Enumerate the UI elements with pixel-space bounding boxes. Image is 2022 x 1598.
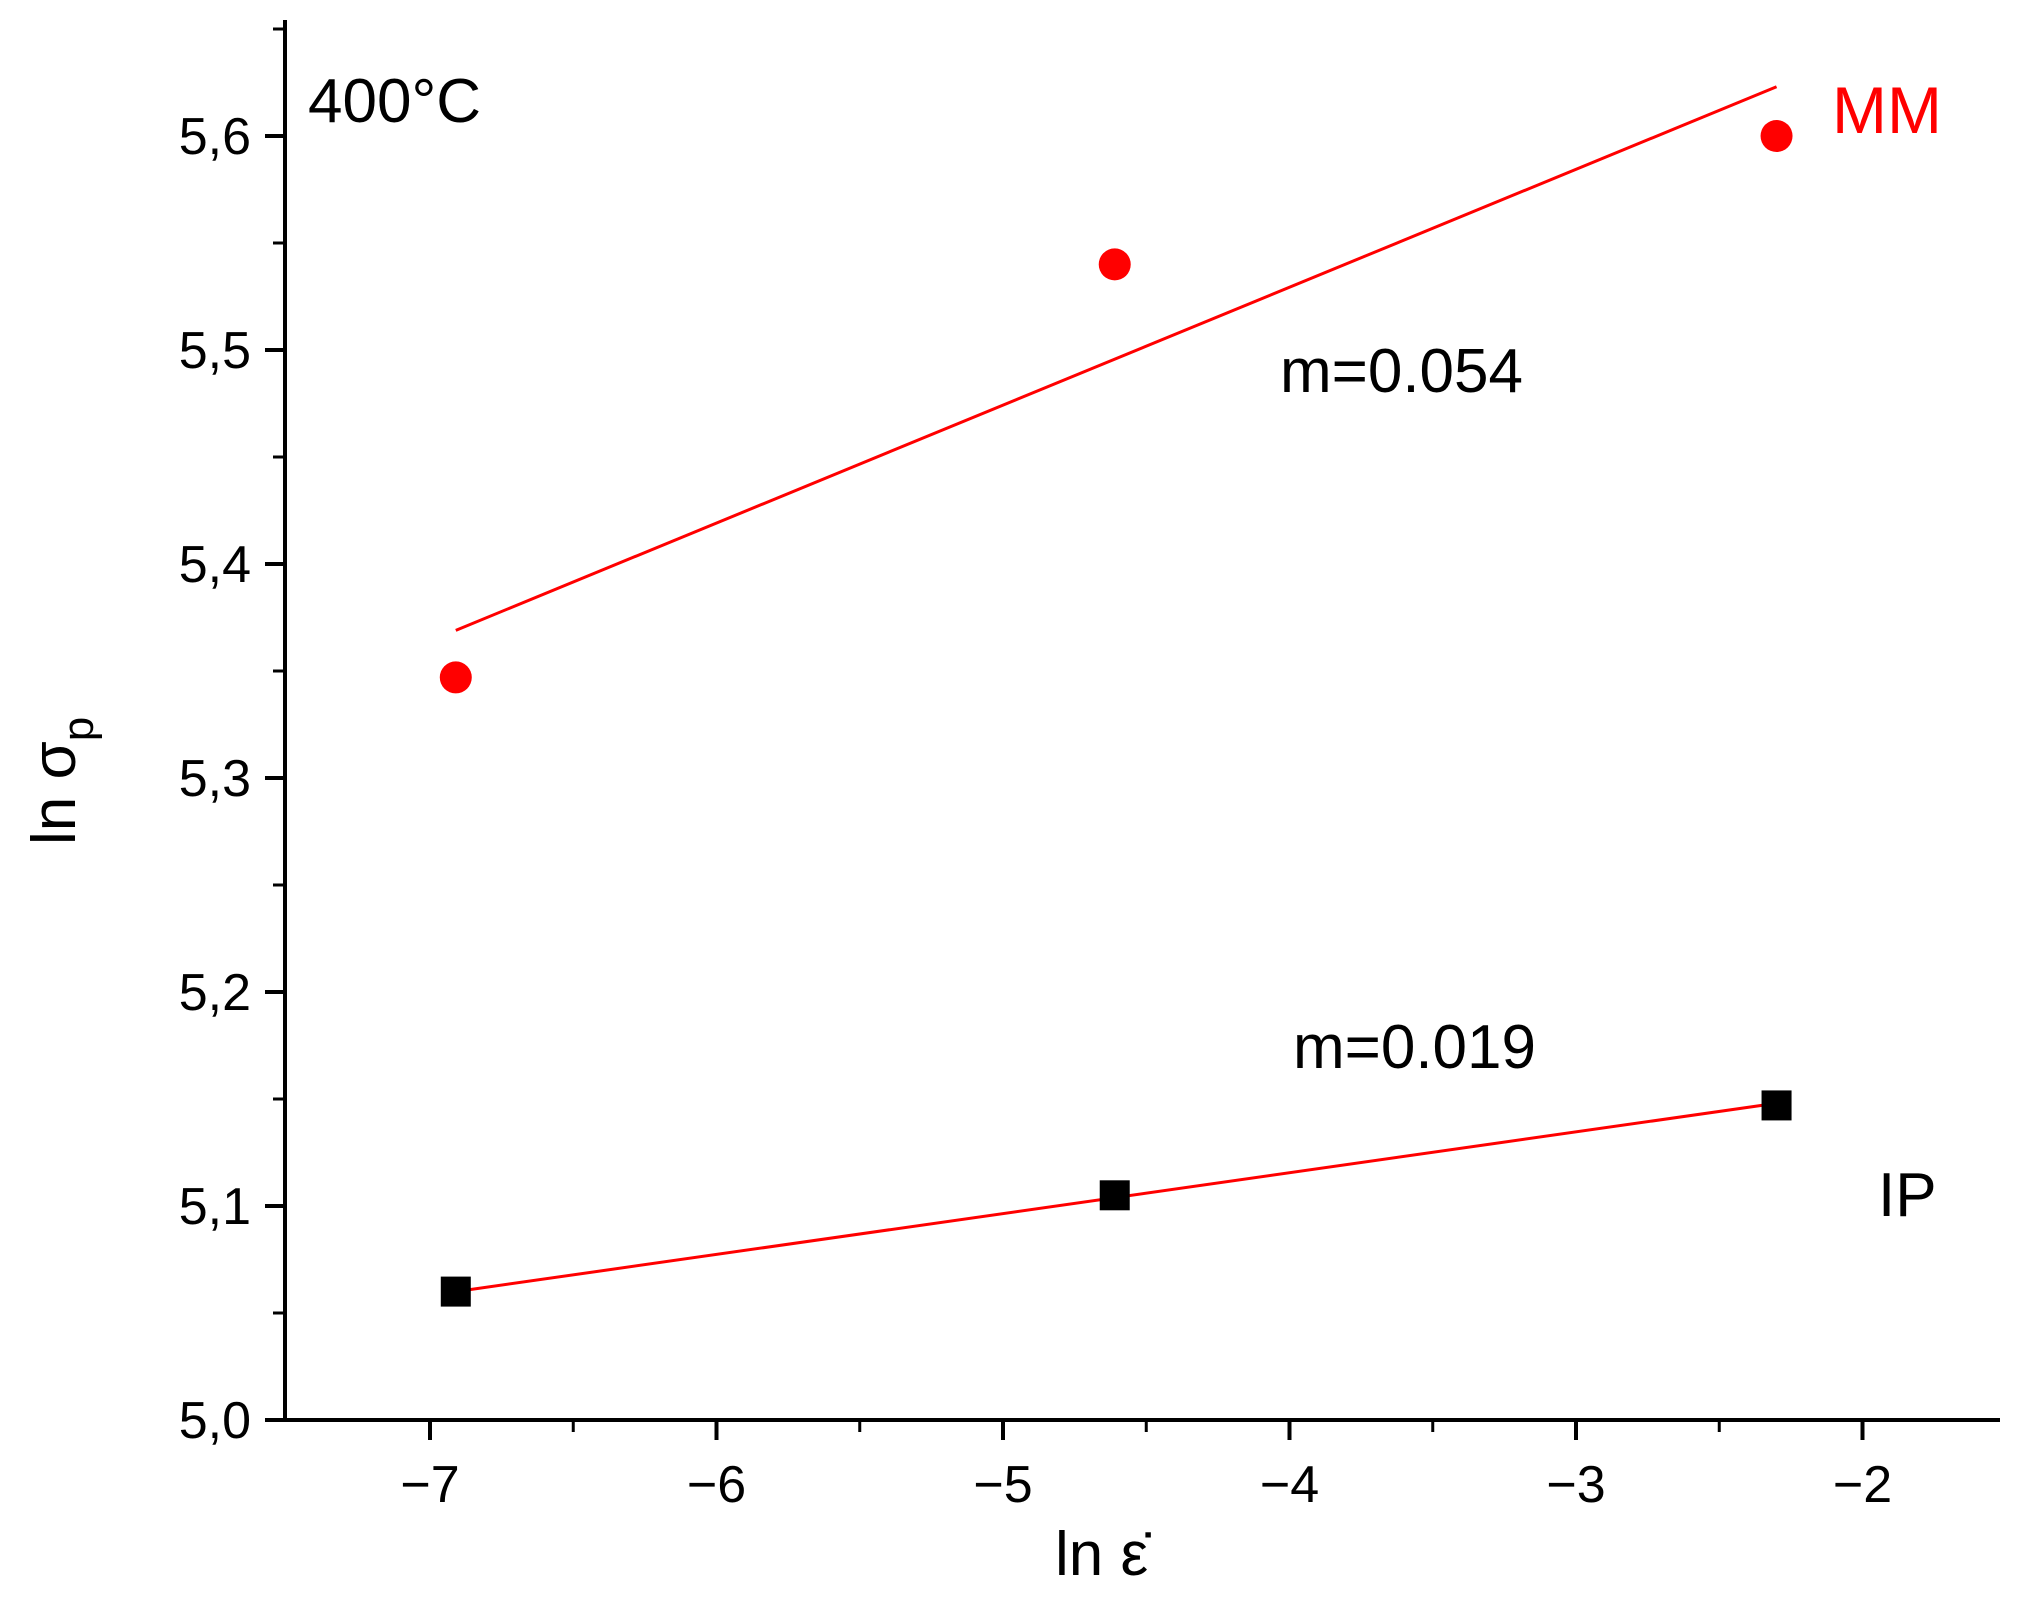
y-tick-label: 5,5 (179, 322, 251, 380)
legend-label-ip: IP (1878, 1161, 1937, 1230)
y-tick-label: 5,1 (179, 1178, 251, 1236)
data-point-ip (1099, 1180, 1130, 1211)
y-tick-label: 5,6 (179, 108, 251, 166)
y-axis-title-subscript: p (54, 717, 103, 741)
y-axis-title-main: ln σ (20, 741, 89, 845)
data-point-mm (1098, 248, 1131, 281)
data-point-mm (439, 661, 472, 694)
data-point-mm (1760, 120, 1793, 152)
slope-label-mm: m=0.054 (1280, 337, 1523, 406)
axes (283, 20, 2000, 1422)
labels: 400°C MM IP m=0.054 m=0.019 ln ε̇ ln σp (20, 67, 1942, 1589)
y-tick-label: 5,3 (179, 750, 251, 808)
x-tick-label: −6 (687, 1456, 746, 1514)
data-point-ip (440, 1276, 471, 1307)
x-tick-label: −3 (1546, 1456, 1605, 1514)
fit-line-mm (455, 85, 1778, 632)
temperature-annotation: 400°C (308, 67, 481, 136)
slope-label-ip: m=0.019 (1293, 1013, 1536, 1082)
x-tick-label: −5 (973, 1456, 1032, 1514)
legend-label-mm: MM (1832, 73, 1942, 147)
y-tick-label: 5,2 (179, 964, 251, 1022)
data-point-ip (1761, 1090, 1792, 1121)
ticks: −7 −6 −5 −4 −3 −2 5,0 5,1 5,2 5,3 5,4 5,5 5,6 (179, 27, 1892, 1514)
x-tick-label: −7 (400, 1456, 459, 1514)
x-tick-label: −4 (1260, 1456, 1319, 1514)
y-tick-label: 5,0 (179, 1392, 251, 1450)
x-axis-title: ln ε̇ (1055, 1520, 1151, 1589)
y-tick-label: 5,4 (179, 536, 251, 594)
data-points (439, 120, 1793, 1307)
y-axis-title: ln σp (20, 717, 103, 845)
x-tick-label: −2 (1833, 1456, 1892, 1514)
